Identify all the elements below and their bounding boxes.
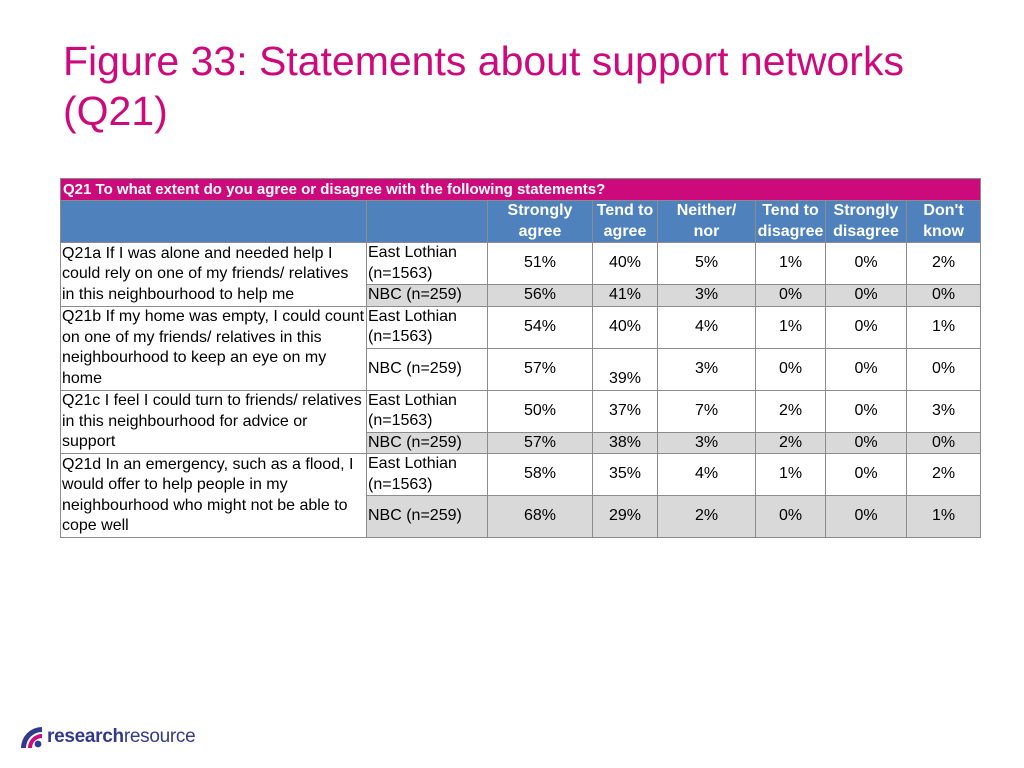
statement-cell: Q21c I feel I could turn to friends/ rel… — [60, 389, 367, 454]
group-label: NBC (n=259) — [366, 495, 488, 538]
value-cell: 50% — [487, 389, 593, 433]
header-blank — [366, 200, 488, 243]
value-cell: 5% — [657, 242, 756, 285]
group-label: NBC (n=259) — [366, 284, 488, 307]
value-cell: 1% — [905, 305, 982, 349]
value-cell: 0% — [905, 284, 982, 307]
value-cell: 0% — [825, 495, 907, 538]
value-cell: 58% — [487, 453, 593, 496]
value-cell: 37% — [592, 389, 658, 433]
group-label: East Lothian (n=1563) — [366, 305, 488, 349]
value-cell: 0% — [755, 284, 826, 307]
value-cell: 2% — [657, 495, 756, 538]
header-blank — [60, 200, 367, 243]
value-cell: 51% — [487, 242, 593, 285]
value-cell: 0% — [825, 431, 907, 454]
col-header: Neither/nor — [657, 200, 756, 243]
value-cell: 0% — [825, 347, 907, 391]
group-label: East Lothian (n=1563) — [366, 389, 488, 433]
value-cell: 56% — [487, 284, 593, 307]
value-cell: 0% — [905, 431, 982, 454]
table-row: NBC (n=259) 57% 39% 3% 0% 0% 0% — [61, 347, 982, 391]
value-cell: 0% — [825, 284, 907, 307]
table-row: NBC (n=259) 57% 38% 3% 2% 0% 0% — [61, 431, 982, 454]
table-row: NBC (n=259) 56% 41% 3% 0% 0% 0% — [61, 284, 982, 307]
logo-text: researchresource — [47, 726, 196, 747]
group-label: East Lothian (n=1563) — [366, 242, 488, 285]
table-row: Q21b If my home was empty, I could count… — [60, 305, 982, 391]
page-title: Figure 33: Statements about support netw… — [63, 38, 904, 134]
table-row: Q21d In an emergency, such as a flood, I… — [60, 453, 982, 538]
value-text: 39% — [608, 369, 642, 387]
table-row: NBC (n=259) 68% 29% 2% 0% 0% 1% — [61, 495, 982, 538]
statement-cell: Q21d In an emergency, such as a flood, I… — [60, 453, 367, 538]
value-cell: 39% — [592, 347, 658, 391]
group-label: NBC (n=259) — [366, 347, 488, 391]
value-cell: 2% — [905, 453, 982, 496]
table-row: Q21a If I was alone and needed help I co… — [60, 242, 982, 307]
question-text: Q21 To what extent do you agree or disag… — [59, 178, 982, 201]
value-cell: 1% — [755, 242, 826, 285]
research-resource-logo: researchresource — [18, 720, 196, 754]
value-cell: 54% — [487, 305, 593, 349]
value-cell: 57% — [487, 347, 593, 391]
value-cell: 38% — [592, 431, 658, 454]
value-cell: 1% — [905, 495, 982, 538]
col-header: Strongly disagree — [825, 200, 907, 243]
value-cell: 0% — [825, 389, 907, 433]
value-cell: 29% — [592, 495, 658, 538]
value-cell: 2% — [905, 242, 982, 285]
value-cell: 4% — [657, 305, 756, 349]
value-cell: 3% — [657, 431, 756, 454]
logo-mark-icon — [21, 727, 42, 748]
value-cell: 35% — [592, 453, 658, 496]
value-cell: 3% — [657, 347, 756, 391]
col-header: Strongly agree — [487, 200, 593, 243]
col-header: Don't know — [905, 200, 982, 243]
value-cell: 68% — [487, 495, 593, 538]
table-row: Q21c I feel I could turn to friends/ rel… — [60, 389, 982, 454]
value-cell: 40% — [592, 242, 658, 285]
group-label: NBC (n=259) — [366, 431, 488, 454]
value-cell: 0% — [755, 347, 826, 391]
col-header: Tend to agree — [592, 200, 658, 243]
value-cell: 3% — [905, 389, 982, 433]
value-cell: 0% — [755, 495, 826, 538]
value-cell: 57% — [487, 431, 593, 454]
value-cell: 0% — [825, 453, 907, 496]
value-cell: 4% — [657, 453, 756, 496]
statement-cell: Q21a If I was alone and needed help I co… — [60, 242, 367, 307]
value-cell: 7% — [657, 389, 756, 433]
value-cell: 0% — [825, 242, 907, 285]
statement-cell: Q21b If my home was empty, I could count… — [60, 305, 367, 391]
value-cell: 1% — [755, 305, 826, 349]
value-cell: 3% — [657, 284, 756, 307]
value-cell: 2% — [755, 389, 826, 433]
results-table: Q21 To what extent do you agree or disag… — [59, 178, 982, 538]
value-cell: 2% — [755, 431, 826, 454]
value-cell: 41% — [592, 284, 658, 307]
group-label: East Lothian (n=1563) — [366, 453, 488, 496]
value-cell: 0% — [905, 347, 982, 391]
value-cell: 1% — [755, 453, 826, 496]
value-cell: 40% — [592, 305, 658, 349]
col-header: Tend to disagree — [755, 200, 826, 243]
value-cell: 0% — [825, 305, 907, 349]
